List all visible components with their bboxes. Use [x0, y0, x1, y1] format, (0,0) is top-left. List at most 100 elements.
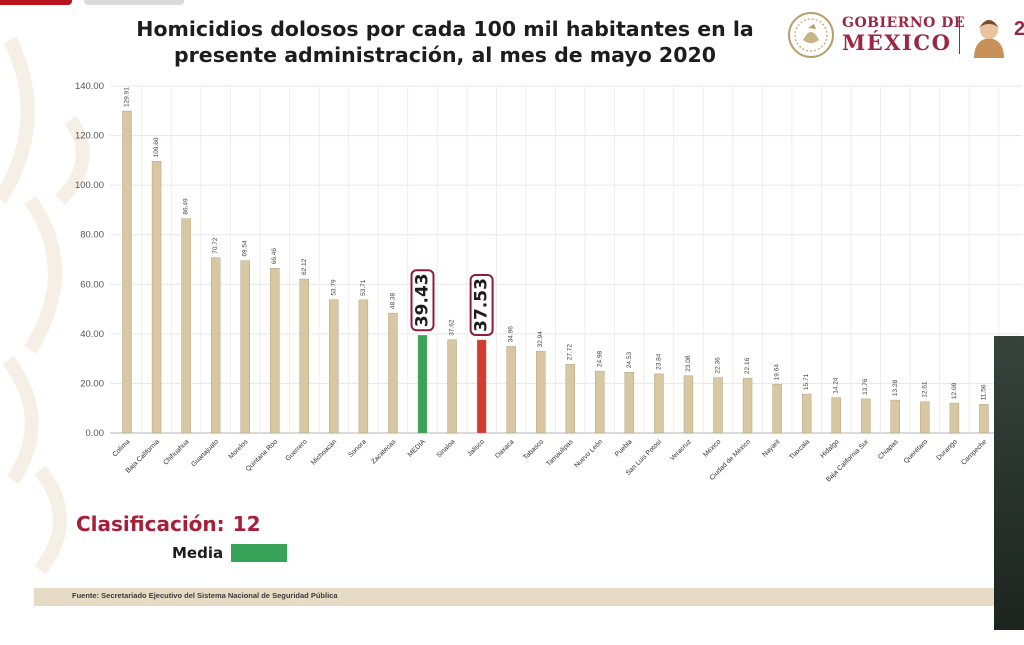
y-tick-label: 120.00 [75, 131, 104, 142]
highlight-label-box [410, 269, 435, 332]
y-tick-label: 60.00 [80, 279, 104, 290]
bar [861, 398, 871, 434]
value-label: 23.84 [655, 353, 662, 370]
bar [654, 373, 664, 434]
category-label: Chiapas [877, 438, 900, 461]
y-tick-label: 80.00 [80, 230, 104, 241]
category-label: Chihuahua [162, 438, 190, 466]
category-label: MEDIA [407, 438, 428, 459]
bar [388, 312, 398, 434]
y-tick-label: 140.00 [75, 81, 104, 92]
title-line-2: presente administración, al mes de mayo … [174, 43, 716, 67]
bar [417, 335, 428, 434]
bar [624, 372, 635, 434]
value-label: 66.46 [271, 248, 278, 265]
bar [210, 257, 221, 434]
category-label: Veracruz [669, 438, 693, 462]
bar [122, 110, 132, 434]
category-label: Sinaloa [435, 438, 456, 459]
bar [595, 370, 605, 434]
bar [270, 268, 280, 434]
value-label: 70.72 [212, 237, 219, 254]
category-label: Oaxaca [494, 438, 516, 460]
value-label: 62.12 [301, 258, 308, 275]
value-label: 37.62 [449, 319, 456, 336]
bar [565, 364, 575, 434]
y-tick-label: 100.00 [75, 180, 104, 191]
value-label: 86.49 [183, 198, 190, 215]
value-label: 15.71 [803, 373, 810, 390]
legend-swatch [231, 544, 288, 562]
bar [831, 397, 841, 434]
bar [979, 404, 989, 434]
title-line-1: Homicidios dolosos por cada 100 mil habi… [136, 17, 754, 41]
category-label: Tamaulipas [545, 438, 575, 468]
category-label: Campeche [960, 438, 988, 466]
classification-label: Clasificación: [76, 512, 225, 536]
classification-value: 12 [232, 512, 261, 536]
category-label: Tabasco [522, 438, 545, 461]
value-label: 69.54 [242, 240, 249, 257]
value-label: 11.56 [980, 384, 987, 400]
classification: Clasificación: 12 [76, 512, 261, 536]
tab-marker-red [0, 0, 72, 5]
logo-line-2: MÉXICO [842, 30, 952, 55]
source-bar: Fuente: Secretariado Ejecutivo del Siste… [34, 588, 996, 606]
gobierno-logo: GOBIERNO DE MÉXICO 2 [786, 10, 1024, 60]
category-label: Morelos [228, 438, 250, 460]
logo-line-1: GOBIERNO DE [842, 15, 966, 31]
value-label: 32.94 [537, 331, 544, 348]
value-label: 27.72 [567, 344, 574, 361]
bar [713, 377, 723, 434]
video-overlay-panel [994, 336, 1024, 630]
bar [447, 339, 457, 434]
bar [949, 402, 960, 434]
category-label: Jalisco [466, 438, 486, 458]
category-label: Hidalgo [819, 438, 840, 459]
bar [890, 399, 900, 434]
value-label: 12.08 [951, 382, 958, 399]
value-label: 13.28 [892, 379, 899, 396]
bar [920, 401, 930, 434]
category-label: Tlaxcala [788, 438, 811, 461]
value-label: 24.98 [596, 350, 603, 367]
category-label: México [702, 438, 722, 458]
y-tick-label: 40.00 [80, 329, 104, 340]
bar [299, 278, 309, 434]
value-label: 39.43 [413, 273, 433, 327]
highlight-label-box [469, 273, 494, 336]
category-label: Michoacán [310, 438, 338, 466]
category-label: Sonora [347, 438, 368, 459]
bar [801, 393, 812, 434]
value-label: 19.64 [774, 364, 781, 381]
national-seal-icon [788, 12, 834, 58]
value-label: 23.08 [685, 355, 692, 372]
chart-title: Homicidios dolosos por cada 100 mil habi… [100, 16, 790, 68]
y-tick-label: 20.00 [80, 378, 104, 389]
logo-partial-number: 2 [1014, 18, 1024, 40]
category-label: Durango [935, 438, 959, 462]
portrait-icon [974, 20, 1004, 58]
tab-marker-grey [84, 0, 184, 5]
value-label: 109.60 [153, 137, 160, 157]
value-label: 24.53 [626, 352, 633, 369]
category-label: Puebla [614, 438, 634, 458]
value-label: 48.38 [389, 292, 396, 309]
value-label: 53.71 [360, 279, 367, 296]
value-label: 14.24 [833, 377, 840, 394]
bar [742, 377, 753, 434]
bar [772, 384, 782, 434]
value-label: 37.53 [472, 278, 492, 332]
logo-divider [959, 16, 960, 54]
bar [329, 299, 339, 434]
value-label: 129.91 [124, 87, 131, 107]
category-label: Nayarit [761, 438, 781, 458]
bar [240, 260, 250, 434]
bar [536, 351, 546, 434]
bar [476, 339, 487, 434]
y-tick-label: 0.00 [86, 428, 105, 439]
bar [506, 346, 516, 434]
bar [358, 299, 369, 434]
source-text: Fuente: Secretariado Ejecutivo del Siste… [72, 591, 338, 600]
